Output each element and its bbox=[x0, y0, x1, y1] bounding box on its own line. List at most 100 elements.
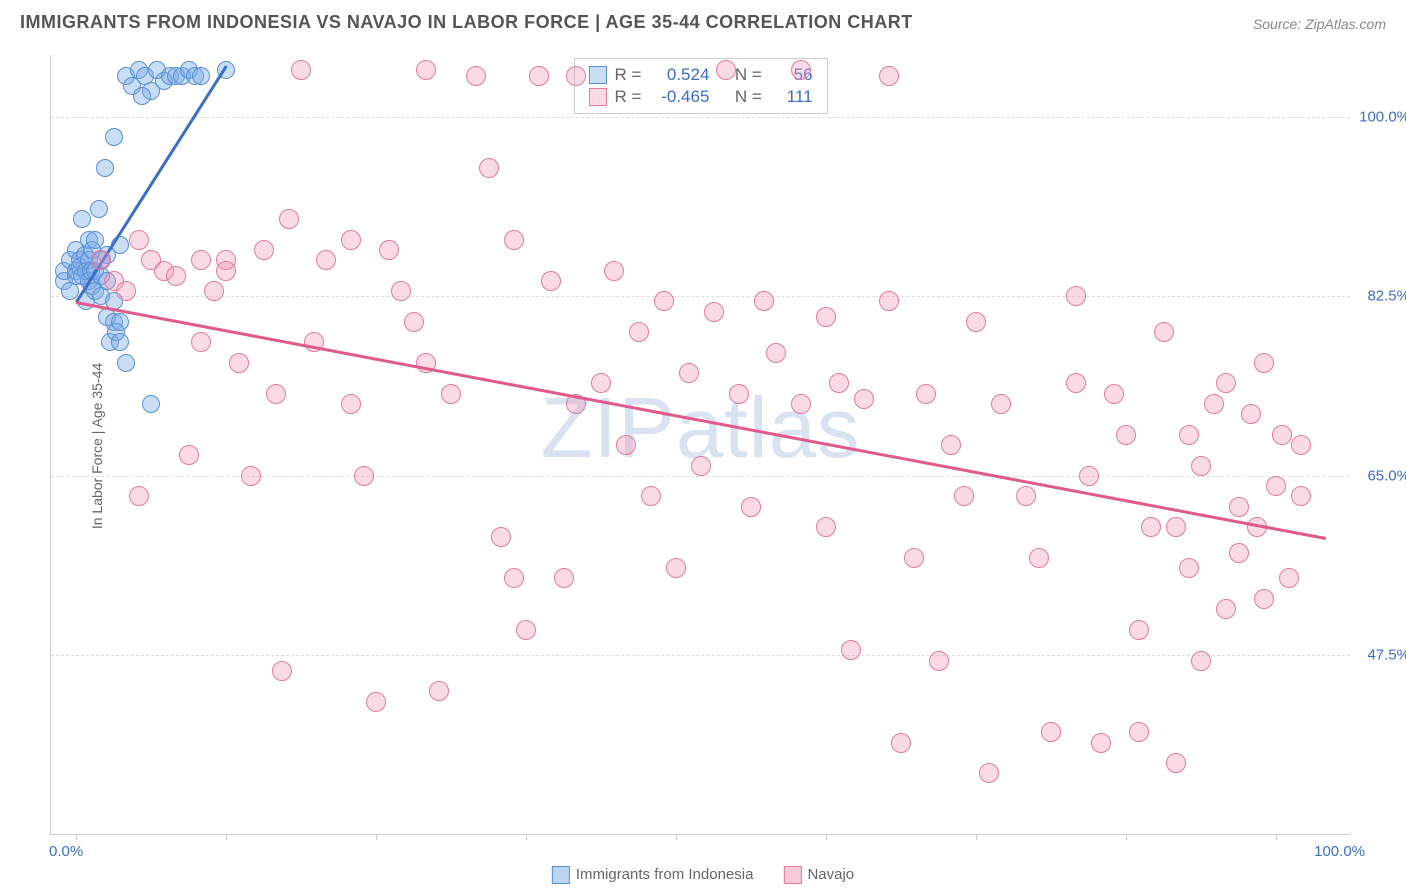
data-point bbox=[504, 568, 524, 588]
data-point bbox=[179, 445, 199, 465]
data-point bbox=[1179, 558, 1199, 578]
data-point bbox=[891, 733, 911, 753]
data-point bbox=[96, 159, 114, 177]
data-point bbox=[466, 66, 486, 86]
x-tick bbox=[676, 834, 677, 840]
data-point bbox=[91, 250, 111, 270]
data-point bbox=[566, 66, 586, 86]
data-point bbox=[841, 640, 861, 660]
x-tick bbox=[376, 834, 377, 840]
gridline bbox=[51, 655, 1350, 656]
data-point bbox=[404, 312, 424, 332]
data-point bbox=[1229, 497, 1249, 517]
data-point bbox=[1272, 425, 1292, 445]
data-point bbox=[441, 384, 461, 404]
data-point bbox=[129, 230, 149, 250]
data-point bbox=[1229, 543, 1249, 563]
data-point bbox=[1166, 517, 1186, 537]
data-point bbox=[1266, 476, 1286, 496]
data-point bbox=[529, 66, 549, 86]
data-point bbox=[117, 354, 135, 372]
data-point bbox=[879, 66, 899, 86]
data-point bbox=[316, 250, 336, 270]
data-point bbox=[1079, 466, 1099, 486]
data-point bbox=[1204, 394, 1224, 414]
data-point bbox=[916, 384, 936, 404]
data-point bbox=[204, 281, 224, 301]
y-tick-label: 47.5% bbox=[1355, 647, 1406, 664]
data-point bbox=[379, 240, 399, 260]
data-point bbox=[1166, 753, 1186, 773]
data-point bbox=[1179, 425, 1199, 445]
data-point bbox=[90, 200, 108, 218]
legend-stats: R =0.524 N = 56 R =-0.465 N = 111 bbox=[573, 58, 827, 114]
x-tick bbox=[1276, 834, 1277, 840]
data-point bbox=[1016, 486, 1036, 506]
data-point bbox=[366, 692, 386, 712]
x-tick bbox=[76, 834, 77, 840]
data-point bbox=[142, 395, 160, 413]
data-point bbox=[1104, 384, 1124, 404]
x-tick bbox=[826, 834, 827, 840]
data-point bbox=[991, 394, 1011, 414]
data-point bbox=[1129, 620, 1149, 640]
data-point bbox=[86, 231, 104, 249]
data-point bbox=[1141, 517, 1161, 537]
data-point bbox=[1291, 435, 1311, 455]
data-point bbox=[1254, 589, 1274, 609]
swatch-navajo-icon bbox=[588, 88, 606, 106]
data-point bbox=[954, 486, 974, 506]
data-point bbox=[666, 558, 686, 578]
data-point bbox=[1191, 456, 1211, 476]
data-point bbox=[479, 158, 499, 178]
data-point bbox=[504, 230, 524, 250]
legend-label: Navajo bbox=[807, 866, 854, 883]
data-point bbox=[679, 363, 699, 383]
data-point bbox=[191, 250, 211, 270]
data-point bbox=[133, 87, 151, 105]
trend-line bbox=[76, 301, 1326, 540]
chart-title: IMMIGRANTS FROM INDONESIA VS NAVAJO IN L… bbox=[20, 12, 913, 32]
data-point bbox=[129, 486, 149, 506]
data-point bbox=[229, 353, 249, 373]
data-point bbox=[716, 60, 736, 80]
data-point bbox=[241, 466, 261, 486]
data-point bbox=[879, 291, 899, 311]
data-point bbox=[1041, 722, 1061, 742]
data-point bbox=[1216, 373, 1236, 393]
data-point bbox=[854, 389, 874, 409]
data-point bbox=[254, 240, 274, 260]
data-point bbox=[829, 373, 849, 393]
plot-area: ZIPatlas R =0.524 N = 56 R =-0.465 N = 1… bbox=[50, 55, 1350, 835]
data-point bbox=[341, 394, 361, 414]
data-point bbox=[1116, 425, 1136, 445]
data-point bbox=[1029, 548, 1049, 568]
data-point bbox=[354, 466, 374, 486]
data-point bbox=[73, 210, 91, 228]
x-min-label: 0.0% bbox=[49, 843, 83, 860]
data-point bbox=[704, 302, 724, 322]
data-point bbox=[904, 548, 924, 568]
data-point bbox=[491, 527, 511, 547]
data-point bbox=[191, 332, 211, 352]
data-point bbox=[966, 312, 986, 332]
legend-swatch-icon bbox=[552, 866, 570, 884]
data-point bbox=[1129, 722, 1149, 742]
legend-swatch-icon bbox=[783, 866, 801, 884]
data-point bbox=[791, 394, 811, 414]
legend-bottom: Immigrants from Indonesia Navajo bbox=[552, 866, 854, 884]
data-point bbox=[541, 271, 561, 291]
data-point bbox=[1191, 651, 1211, 671]
data-point bbox=[741, 497, 761, 517]
data-point bbox=[291, 60, 311, 80]
data-point bbox=[1066, 286, 1086, 306]
data-point bbox=[1091, 733, 1111, 753]
data-point bbox=[1066, 373, 1086, 393]
swatch-indonesia-icon bbox=[588, 66, 606, 84]
data-point bbox=[192, 67, 210, 85]
data-point bbox=[341, 230, 361, 250]
data-point bbox=[266, 384, 286, 404]
x-tick bbox=[976, 834, 977, 840]
y-tick-label: 100.0% bbox=[1355, 108, 1406, 125]
data-point bbox=[391, 281, 411, 301]
